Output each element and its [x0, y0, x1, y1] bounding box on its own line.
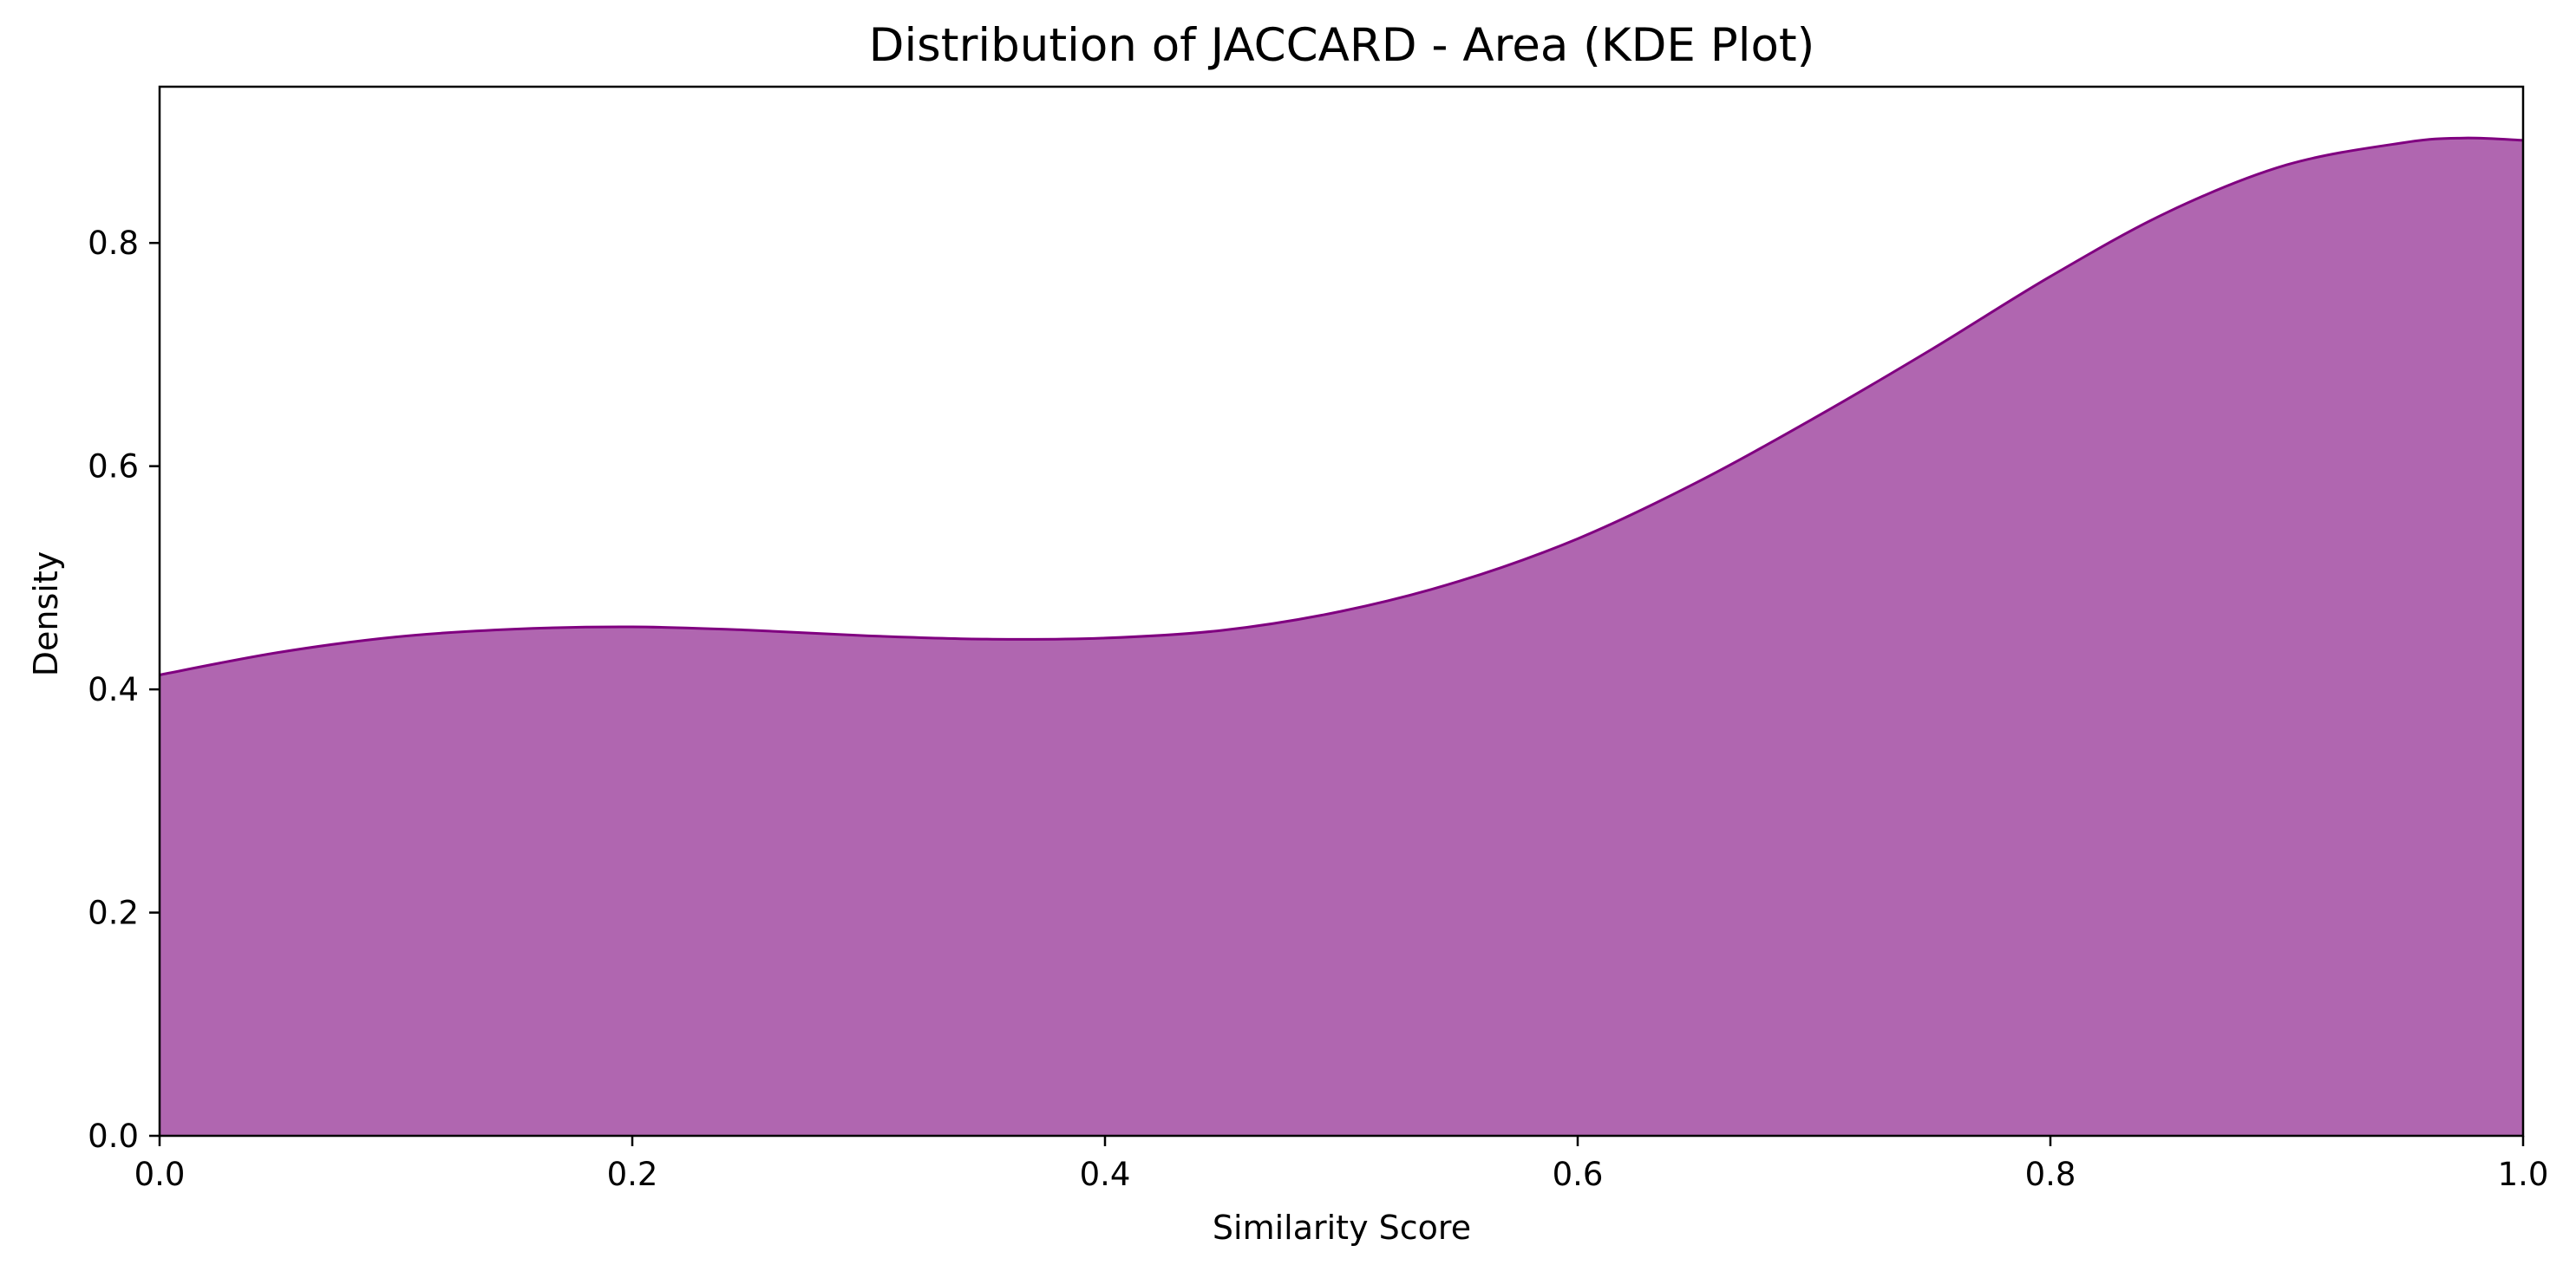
density-curve-line [159, 136, 2524, 676]
density-area-fill [160, 138, 2523, 1136]
axes: 0.0 0.2 0.4 0.6 0.8 1.0 0.0 0.2 0.4 0.6 0.8 [88, 85, 2549, 1193]
y-tick-label: 0.6 [88, 448, 139, 486]
y-tick-label: 0.2 [88, 895, 139, 932]
x-tick-label: 0.2 [607, 1156, 658, 1193]
x-tick-label: 0.4 [1080, 1156, 1131, 1193]
x-tick-label: 0.8 [2025, 1156, 2076, 1193]
plot-area [159, 136, 2524, 1136]
chart-title: Distribution of JACCARD - Area (KDE Plot… [869, 19, 1815, 72]
y-tick-label: 0.4 [88, 671, 139, 708]
x-tick-label: 1.0 [2498, 1156, 2549, 1193]
x-axis-label: Similarity Score [1213, 1209, 1471, 1247]
x-tick-label: 0.6 [1553, 1156, 1604, 1193]
y-axis-label: Density [27, 551, 65, 676]
y-tick-label: 0.8 [88, 225, 139, 262]
y-tick-label: 0.0 [88, 1118, 139, 1155]
x-tick-label: 0.0 [134, 1156, 186, 1193]
plot-frame [158, 85, 2525, 1138]
